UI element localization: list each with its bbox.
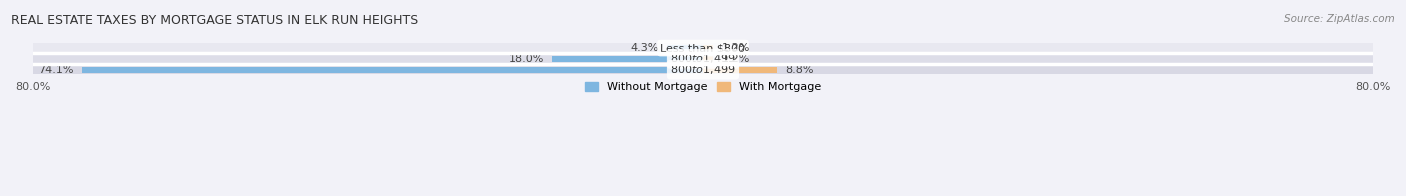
Text: 1.2%: 1.2%	[721, 54, 749, 64]
Text: 18.0%: 18.0%	[509, 54, 544, 64]
Bar	[82, 67, 703, 73]
Text: 74.1%: 74.1%	[38, 65, 73, 75]
Bar	[703, 65, 1374, 74]
Text: 4.3%: 4.3%	[630, 43, 658, 53]
Text: 1.2%: 1.2%	[721, 43, 749, 53]
Bar	[32, 65, 703, 74]
Text: 8.8%: 8.8%	[785, 65, 814, 75]
Legend: Without Mortgage, With Mortgage: Without Mortgage, With Mortgage	[582, 80, 824, 95]
Bar	[703, 45, 713, 51]
Bar	[553, 56, 703, 62]
Bar	[703, 67, 776, 73]
Text: REAL ESTATE TAXES BY MORTGAGE STATUS IN ELK RUN HEIGHTS: REAL ESTATE TAXES BY MORTGAGE STATUS IN …	[11, 14, 419, 27]
Bar	[703, 44, 1374, 53]
Bar	[32, 44, 703, 53]
Text: Source: ZipAtlas.com: Source: ZipAtlas.com	[1284, 14, 1395, 24]
Bar	[32, 54, 703, 64]
Bar	[703, 54, 1374, 64]
Bar	[666, 45, 703, 51]
Text: Less than $800: Less than $800	[661, 43, 745, 53]
Bar	[703, 56, 713, 62]
Text: $800 to $1,499: $800 to $1,499	[671, 63, 735, 76]
Text: $800 to $1,499: $800 to $1,499	[671, 52, 735, 65]
